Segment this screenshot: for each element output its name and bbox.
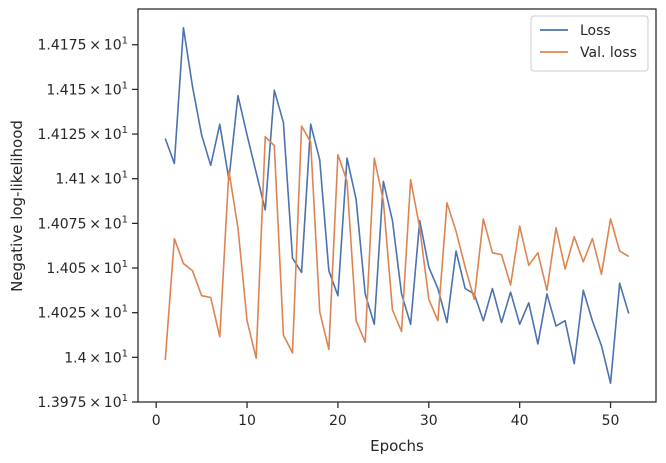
x-tick-label: 40 [511,413,529,429]
y-tick-label: 1.4175 × 101 [38,36,129,54]
x-tick-label: 50 [602,413,620,429]
plot-frame [137,8,657,403]
x-tick-label: 30 [420,413,438,429]
x-tick-label: 10 [238,413,256,429]
plot-background [138,9,656,402]
y-ticks: 1.3975 × 101 1.4 × 101 1.4025 × 101 1.405 ×… [38,36,138,411]
series-line-loss [164,26,630,385]
y-tick-label: 1.3975 × 101 [38,393,129,411]
y-tick-label: 1.4125 × 101 [38,125,129,143]
y-tick-label: 1.4075 × 101 [38,214,129,232]
series-lines [164,26,630,385]
x-tick-label: 0 [152,413,161,429]
x-axis-label: Epochs [370,437,424,455]
x-ticks: 0 10 20 30 40 50 [152,402,620,429]
y-axis-label: Negative log-likelihood [8,120,26,292]
y-tick-label: 1.405 × 101 [46,259,128,277]
legend-label: Loss [580,23,611,39]
x-tick-label: 20 [329,413,347,429]
legend-label: Val. loss [580,45,637,61]
y-tick-label: 1.41 × 101 [55,170,128,188]
series-line-val-loss [164,125,630,361]
y-tick-label: 1.415 × 101 [46,80,128,98]
legend: Loss Val. loss [530,15,649,72]
y-tick-label: 1.4 × 101 [64,348,128,366]
y-tick-label: 1.4025 × 101 [38,304,129,322]
